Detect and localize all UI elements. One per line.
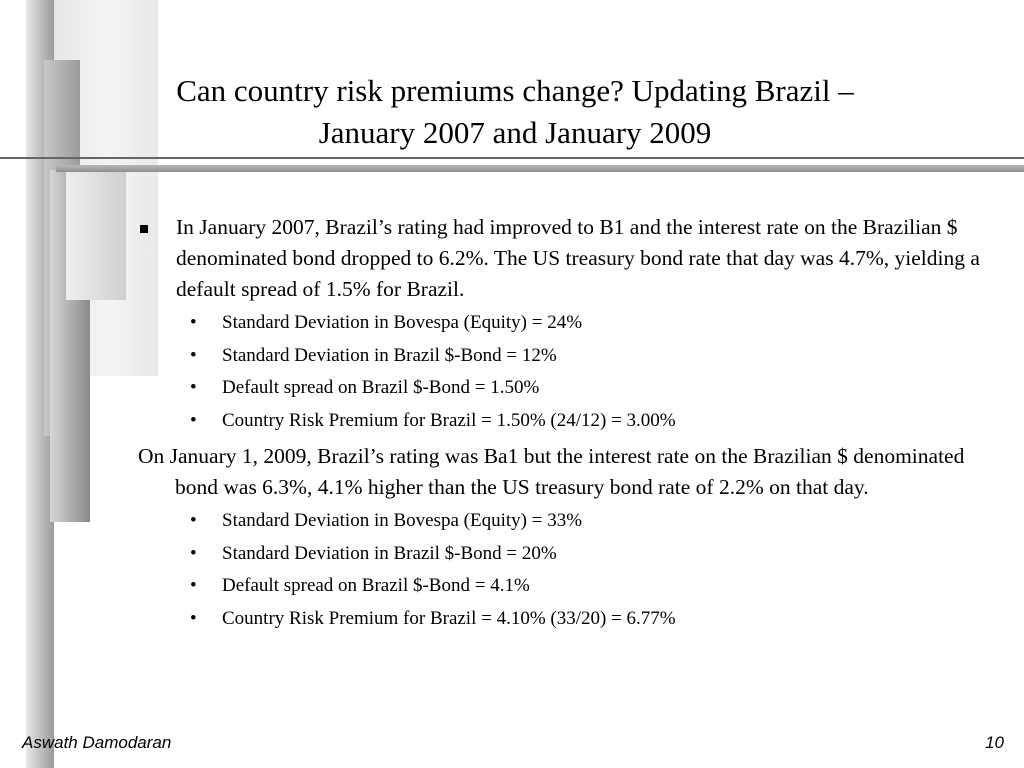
footer-author: Aswath Damodaran: [22, 733, 172, 752]
sub-list-item: • Default spread on Brazil $-Bond = 1.50%: [138, 372, 998, 405]
title-line-2: January 2007 and January 2009: [318, 115, 712, 150]
sub-list-item: • Default spread on Brazil $-Bond = 4.1%: [138, 570, 998, 603]
paragraph-2009: On January 1, 2009, Brazil’s rating was …: [138, 444, 965, 499]
bullet-dot-icon: •: [190, 607, 197, 629]
square-bullet-icon: [140, 225, 148, 233]
bullet-dot-icon: •: [190, 377, 197, 398]
slide-body: In January 2007, Brazil’s rating had imp…: [138, 212, 998, 639]
bullet-dot-icon: •: [190, 312, 197, 333]
sub-list-2009: • Standard Deviation in Bovespa (Equity) …: [138, 505, 998, 635]
bullet-dot-icon: •: [190, 510, 197, 531]
divider: [0, 157, 1024, 159]
sub-list-item: • Standard Deviation in Bovespa (Equity) …: [138, 505, 998, 538]
sub-list-2007: • Standard Deviation in Bovespa (Equity) …: [138, 307, 998, 437]
bullet-item: In January 2007, Brazil’s rating had imp…: [138, 212, 998, 305]
sub-list-item: • Standard Deviation in Bovespa (Equity) …: [138, 307, 998, 340]
title-line-1: Can country risk premiums change? Updati…: [176, 73, 854, 108]
bullet-dot-icon: •: [190, 344, 197, 366]
sub-list-item: • Country Risk Premium for Brazil = 4.10%…: [138, 603, 998, 636]
sub-list-item: • Standard Deviation in Brazil $-Bond = 2…: [138, 538, 998, 571]
bullet-dot-icon: •: [190, 575, 197, 596]
bullet-dot-icon: •: [190, 542, 197, 564]
slide-title: Can country risk premiums change? Updati…: [110, 70, 920, 154]
bullet-dot-icon: •: [190, 409, 197, 431]
divider-bar: [56, 165, 1024, 172]
background-decoration: [66, 170, 126, 300]
bullet-text: In January 2007, Brazil’s rating had imp…: [176, 215, 980, 301]
page-number: 10: [985, 733, 1004, 752]
sub-list-item: • Standard Deviation in Brazil $-Bond = 1…: [138, 340, 998, 373]
sub-list-item: • Country Risk Premium for Brazil = 1.50%…: [138, 405, 998, 438]
